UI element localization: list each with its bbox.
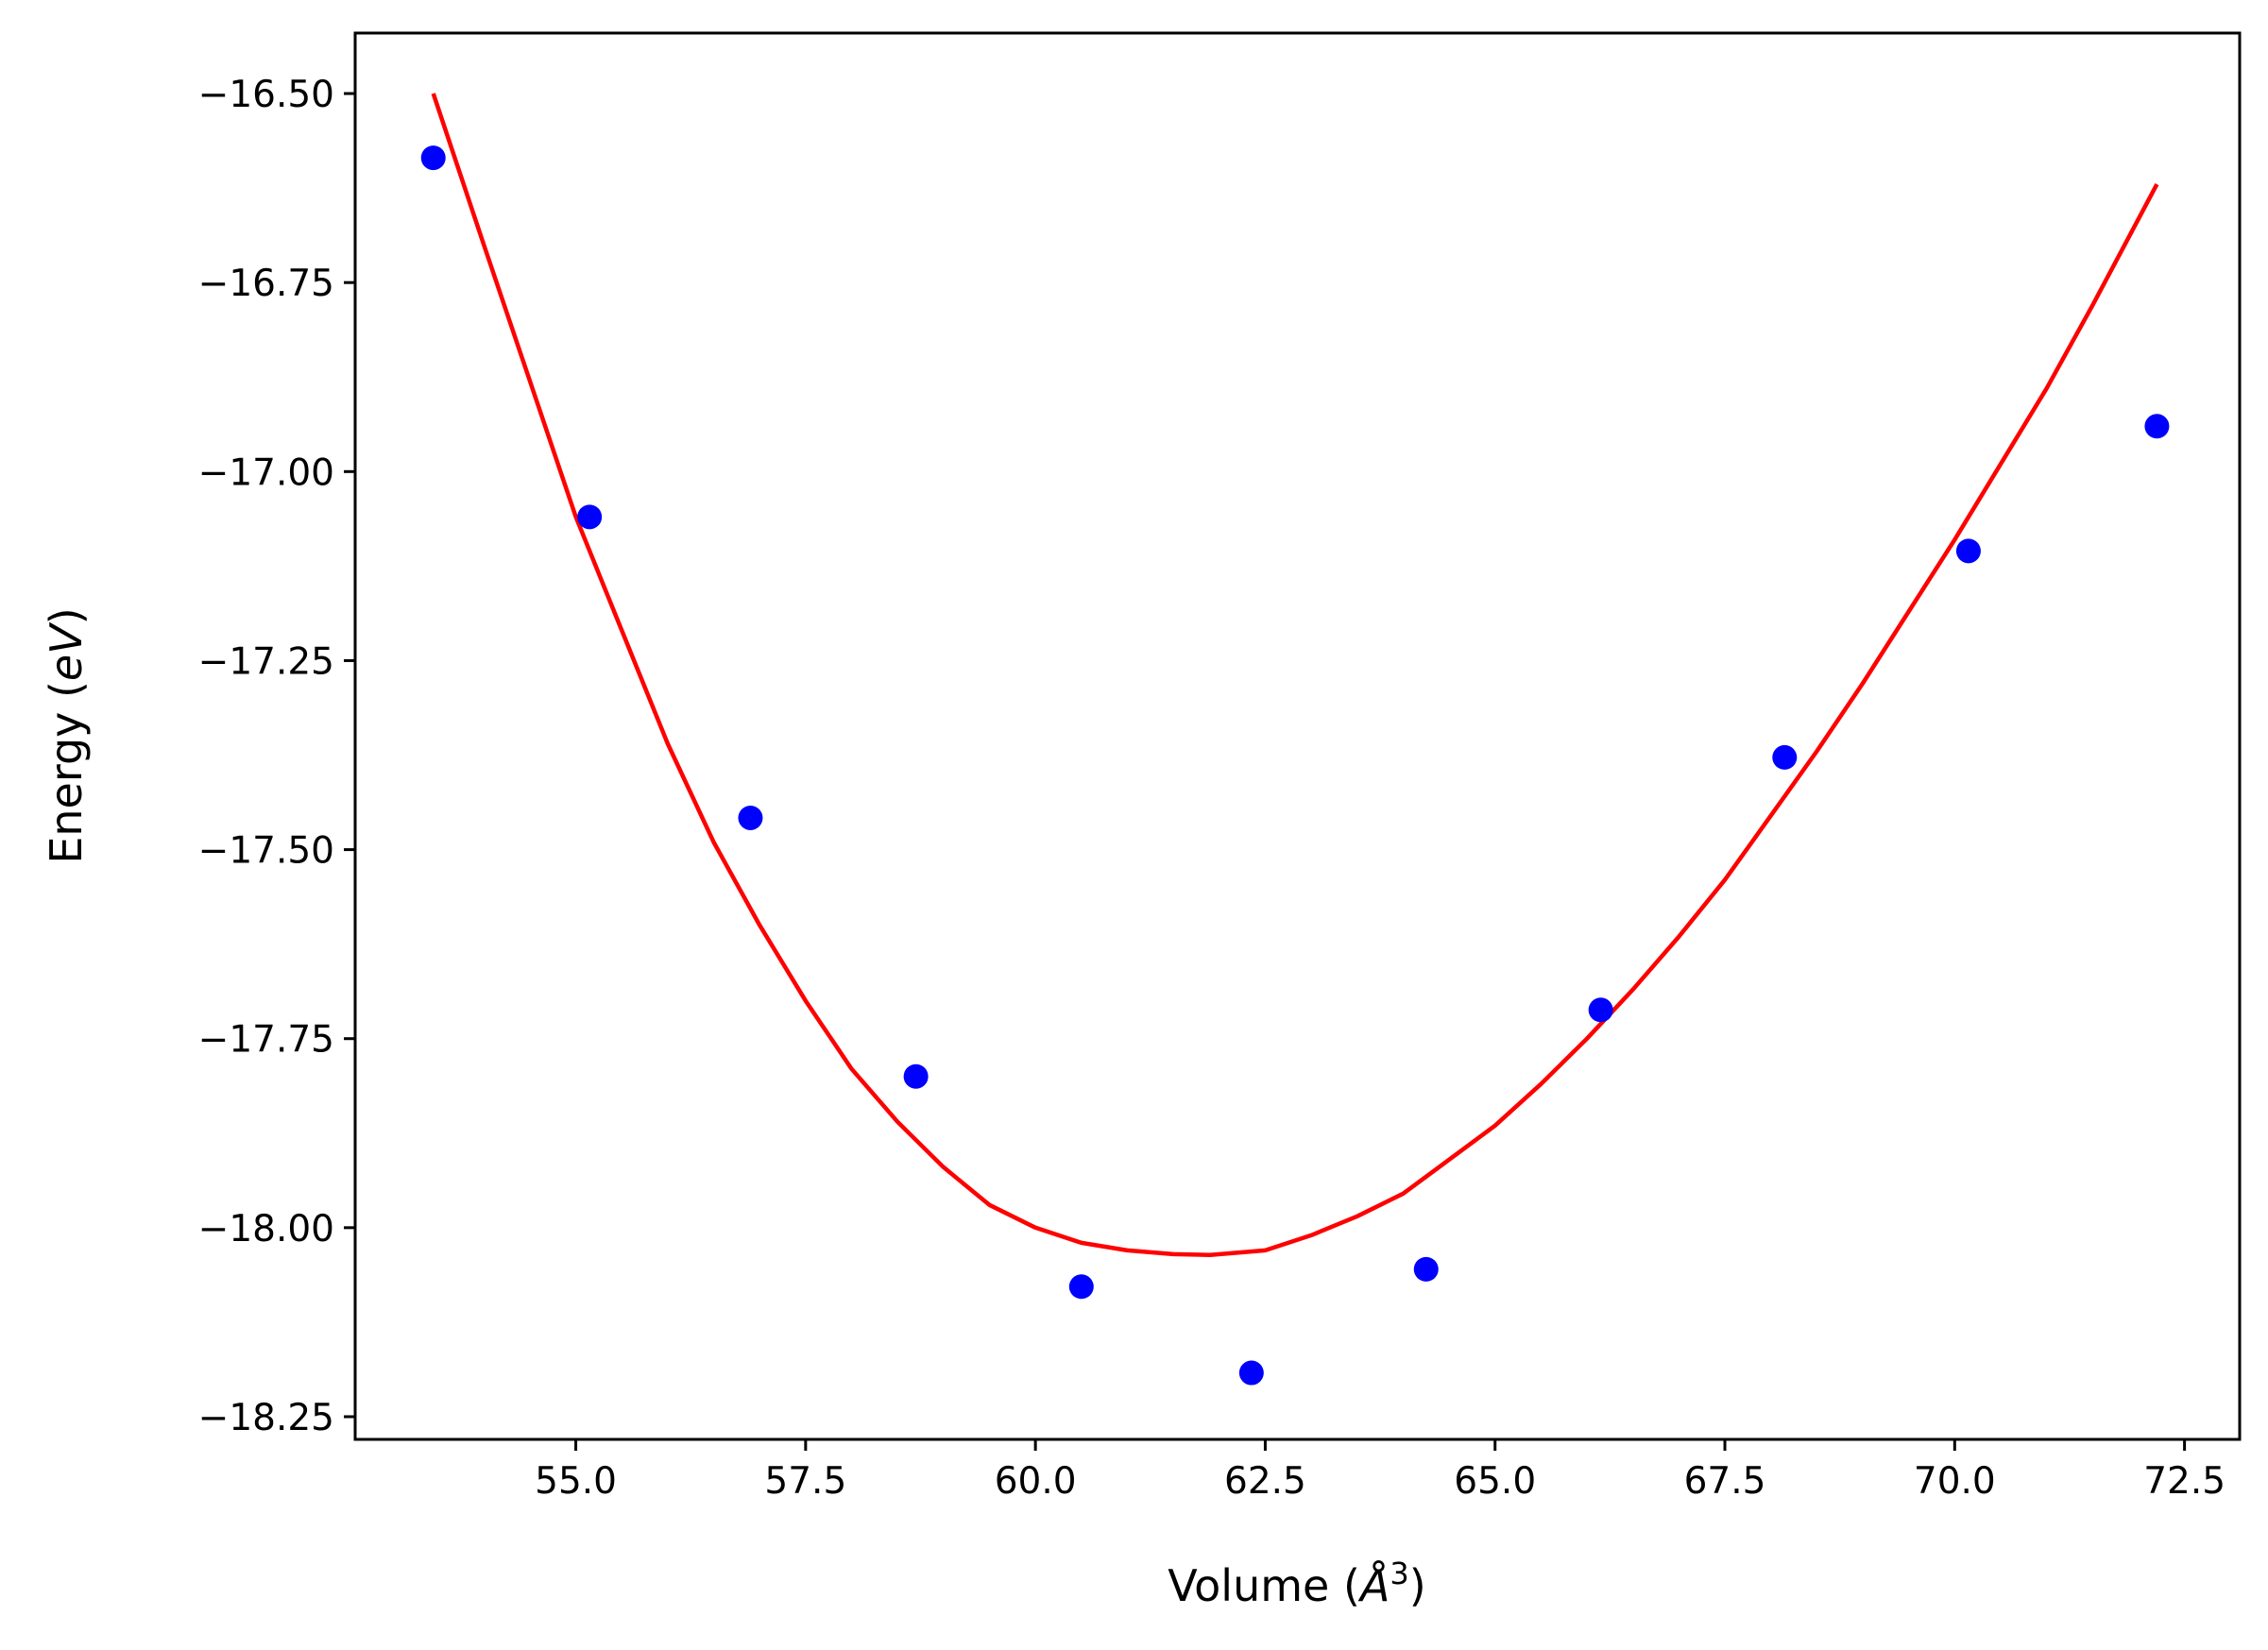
x-tick-label: 65.0 <box>1454 1460 1536 1503</box>
y-tick-label: −17.00 <box>198 451 334 494</box>
y-tick-label: −17.25 <box>198 640 334 683</box>
x-tick-label: 57.5 <box>764 1460 846 1503</box>
x-tick-label: 70.0 <box>1914 1460 1996 1503</box>
data-point <box>1413 1256 1439 1282</box>
data-point <box>738 805 763 830</box>
x-axis-ticks: 55.0 57.5 60.0 62.5 65.0 67.5 70.0 72.5 <box>535 1439 2225 1503</box>
y-tick-label: −17.50 <box>198 830 334 873</box>
y-axis-ticks: −16.50 −16.75 −17.00 −17.25 −17.50 −17.75 −18.… <box>198 74 355 1439</box>
y-tick-label: −16.50 <box>198 74 334 116</box>
x-tick-label: 60.0 <box>995 1460 1077 1503</box>
x-tick-label: 62.5 <box>1224 1460 1306 1503</box>
axes-frame <box>353 31 2242 1441</box>
y-tick-label: −16.75 <box>198 263 334 305</box>
x-tick-label: 72.5 <box>2143 1460 2225 1503</box>
data-point <box>2144 414 2170 439</box>
y-tick-label: −17.75 <box>198 1019 334 1062</box>
y-tick-label: −18.00 <box>198 1208 334 1250</box>
data-point <box>420 145 446 171</box>
data-point <box>1588 997 1613 1023</box>
y-tick-label: −18.25 <box>198 1397 334 1439</box>
y-axis-label: Energy (eV) <box>41 607 92 863</box>
data-point <box>1068 1274 1094 1300</box>
x-tick-label: 67.5 <box>1684 1460 1766 1503</box>
data-point <box>1238 1360 1264 1386</box>
data-point <box>577 504 603 530</box>
data-point <box>1772 744 1798 770</box>
x-axis-label: Volume (Å3) <box>1168 1556 1425 1611</box>
plot-area <box>420 93 2170 1386</box>
fit-curve <box>431 93 2159 1257</box>
data-point <box>1955 538 1981 564</box>
data-point <box>903 1063 929 1089</box>
x-tick-label: 55.0 <box>535 1460 617 1503</box>
